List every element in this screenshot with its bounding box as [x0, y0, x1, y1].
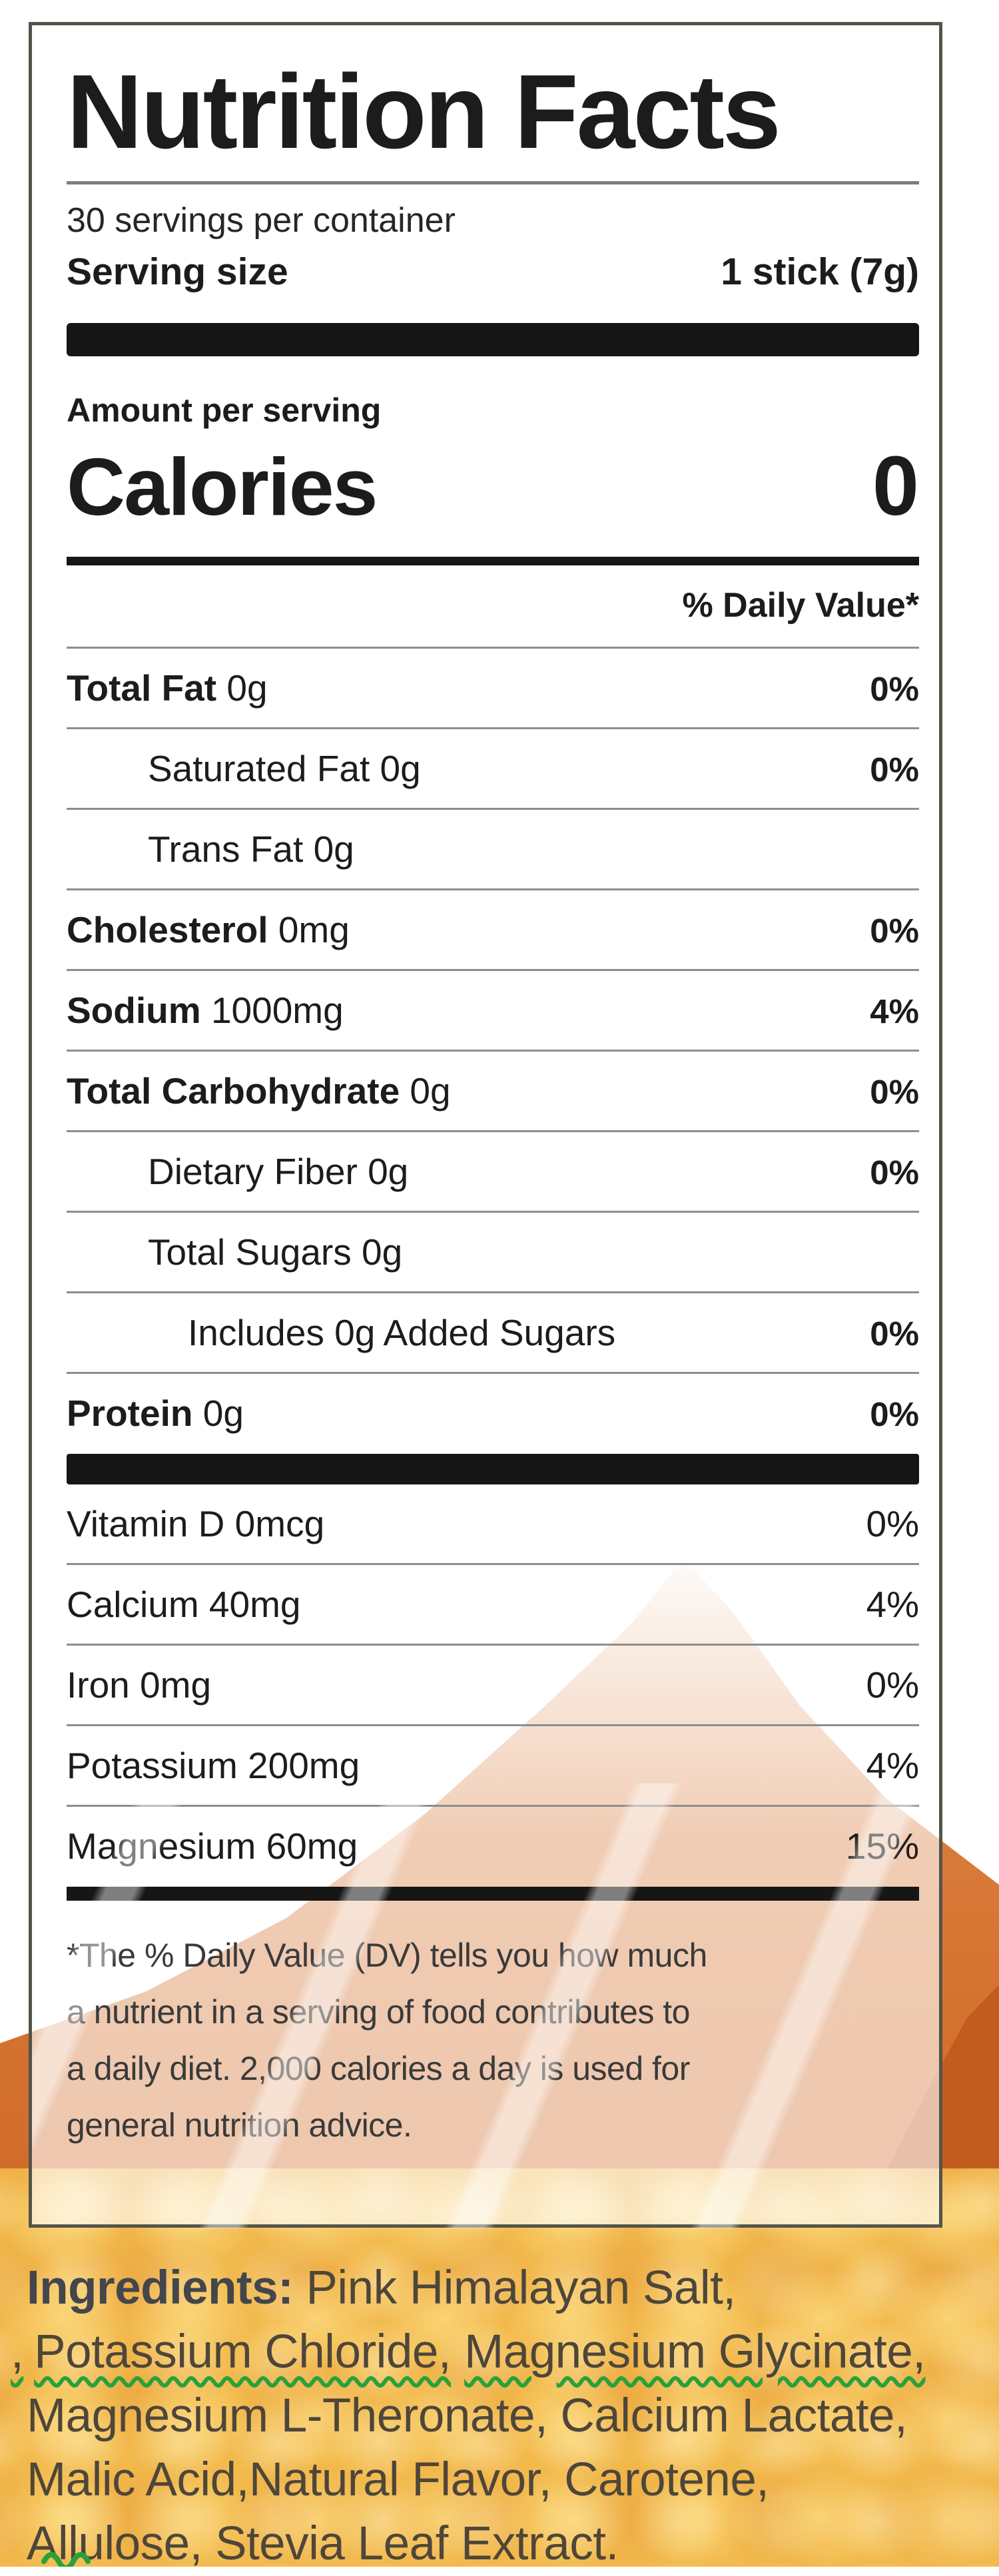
divider-thin: [67, 180, 919, 184]
vitamin-amount: 200mg: [237, 1744, 360, 1786]
ingredients-text: Pink Himalayan Salt,: [293, 2262, 737, 2314]
vitamin-name: Iron: [67, 1664, 130, 1706]
nutrient-name: Total Carbohydrate: [67, 1070, 400, 1112]
nutrient-dv: 0%: [870, 911, 919, 950]
nutrient-row-dietary-fiber: Dietary Fiber 0g 0%: [67, 1129, 919, 1211]
ingredients-label: Ingredients:: [27, 2262, 294, 2314]
serving-size-label: Serving size: [67, 250, 288, 293]
nutrient-name: Cholesterol: [67, 908, 268, 950]
nutrient-amount: 0g: [192, 1392, 244, 1434]
nutrient-row-protein: Protein 0g 0%: [67, 1371, 919, 1452]
calories-label: Calories: [67, 441, 378, 532]
nutrient-name: Sodium: [67, 989, 201, 1031]
nutrient-name: Total Sugars: [148, 1231, 352, 1273]
ingredients-line-3: Magnesium L-Theronate, Calcium Lactate,: [27, 2390, 908, 2442]
nutrient-row-total-carbohydrate: Total Carbohydrate 0g 0%: [67, 1049, 919, 1130]
divider-thick: [67, 1453, 919, 1484]
nutrient-amount: 0mg: [268, 908, 350, 950]
nutrient-row-total-fat: Total Fat 0g 0%: [67, 646, 919, 727]
nutrient-row-sodium: Sodium 1000mg 4%: [67, 968, 919, 1050]
nutrient-name: Total Fat: [67, 667, 217, 709]
daily-value-footnote: *The % Daily Value (DV) tells you how mu…: [67, 1901, 919, 2154]
footnote-line: a daily diet. 2,000 calories a day is us…: [67, 2049, 690, 2087]
vitamin-dv: 4%: [866, 1744, 920, 1786]
divider-medium: [67, 556, 919, 565]
vitamin-dv: 15%: [845, 1825, 919, 1867]
calories-value: 0: [872, 438, 919, 533]
nutrient-dv: 0%: [870, 1072, 919, 1111]
vitamin-dv: 0%: [866, 1502, 920, 1544]
vitamin-row-iron: Iron 0mg 0%: [67, 1643, 920, 1724]
nutrient-dv: 0%: [870, 750, 919, 789]
nutrient-dv: 0%: [870, 1395, 919, 1433]
nutrient-name: Saturated Fat: [148, 747, 370, 789]
nutrient-name: Includes 0g Added Sugars: [188, 1311, 616, 1353]
vitamin-amount: 0mg: [129, 1664, 212, 1706]
serving-size-value: 1 stick (7g): [721, 250, 919, 293]
nutrient-name: Dietary Fiber: [148, 1150, 358, 1192]
vitamin-amount: 60mg: [256, 1825, 358, 1867]
ingredients-section: Ingredients: Pink Himalayan Salt, , Potas…: [0, 2256, 999, 2576]
footnote-line: a nutrient in a serving of food contribu…: [67, 1993, 690, 2031]
calories-row: Calories 0: [67, 438, 919, 534]
nutrient-row-trans-fat: Trans Fat 0g: [67, 807, 919, 888]
vitamin-name: Magnesium: [67, 1825, 256, 1867]
nutrient-dv: 0%: [870, 1314, 919, 1353]
divider-medium-bottom: [67, 1886, 919, 1901]
ingredients-line-4: Malic Acid,Natural Flavor, Carotene,: [27, 2453, 769, 2506]
footnote-line: general nutrition advice.: [67, 2106, 412, 2144]
vitamin-dv: 0%: [866, 1664, 920, 1706]
vitamin-name: Potassium: [67, 1744, 238, 1786]
nutrition-facts-label: Nutrition Facts 30 servings per containe…: [29, 22, 942, 2228]
ingredient-potassium-chloride: Potassium Chloride,: [34, 2326, 452, 2378]
vitamin-amount: 0mcg: [224, 1502, 325, 1544]
nutrient-amount: 0g: [370, 747, 421, 789]
footnote-line: *The % Daily Value (DV) tells you how mu…: [67, 1936, 707, 1974]
salt-pile-background: [0, 2168, 999, 2567]
vitamin-row-potassium: Potassium 200mg 4%: [67, 1724, 919, 1805]
nutrient-amount: 0g: [351, 1231, 403, 1273]
nutrient-row-cholesterol: Cholesterol 0mg 0%: [67, 888, 919, 969]
servings-per-container: 30 servings per container: [67, 200, 456, 240]
vitamin-row-calcium: Calcium 40mg 4%: [67, 1562, 920, 1644]
ingredients-line-5: Allulose, Stevia Leaf Extract.: [27, 2517, 619, 2570]
nutrient-dv: 4%: [870, 992, 919, 1030]
nutrient-amount: 0g: [357, 1150, 409, 1192]
vitamin-dv: 4%: [866, 1583, 920, 1625]
divider-extra-thick: [67, 322, 919, 356]
nutrient-amount: 0g: [400, 1070, 451, 1112]
vitamin-row-magnesium: Magnesium 60mg 15%: [67, 1804, 919, 1885]
nutrient-row-total-sugars: Total Sugars 0g: [67, 1210, 919, 1291]
nutrient-row-saturated-fat: Saturated Fat 0g 0%: [67, 727, 919, 808]
label-title: Nutrition Facts: [67, 53, 781, 170]
nutrient-name: Protein: [67, 1392, 193, 1434]
ingredient-magnesium-glycinate: Magnesium Glycinate,: [464, 2326, 926, 2378]
vitamin-row-vitamin-d: Vitamin D 0mcg 0%: [67, 1484, 919, 1563]
nutrient-amount: 0g: [216, 667, 268, 709]
ingredients-line-1: Ingredients: Pink Himalayan Salt,: [27, 2256, 999, 2320]
vitamin-name: Vitamin D: [67, 1502, 225, 1544]
amount-per-serving-label: Amount per serving: [67, 391, 382, 429]
nutrient-dv: 0%: [870, 669, 919, 708]
spellcheck-squiggle-fragment: [41, 2552, 91, 2567]
vitamin-name: Calcium: [67, 1583, 199, 1625]
nutrient-amount: 1000mg: [200, 989, 344, 1031]
nutrient-dv: 0%: [870, 1153, 919, 1191]
edge-fragment: ,: [11, 2326, 24, 2378]
nutrient-row-added-sugars: Includes 0g Added Sugars 0%: [67, 1291, 919, 1372]
ingredients-line-2: , Potassium Chloride, Magnesium Glycinate,: [11, 2320, 999, 2384]
nutrient-name: Trans Fat: [148, 828, 304, 870]
nutrient-amount: 0g: [303, 828, 354, 870]
serving-size-row: Serving size 1 stick (7g): [67, 250, 919, 294]
vitamin-amount: 40mg: [198, 1583, 301, 1625]
daily-value-header: % Daily Value*: [682, 585, 919, 625]
